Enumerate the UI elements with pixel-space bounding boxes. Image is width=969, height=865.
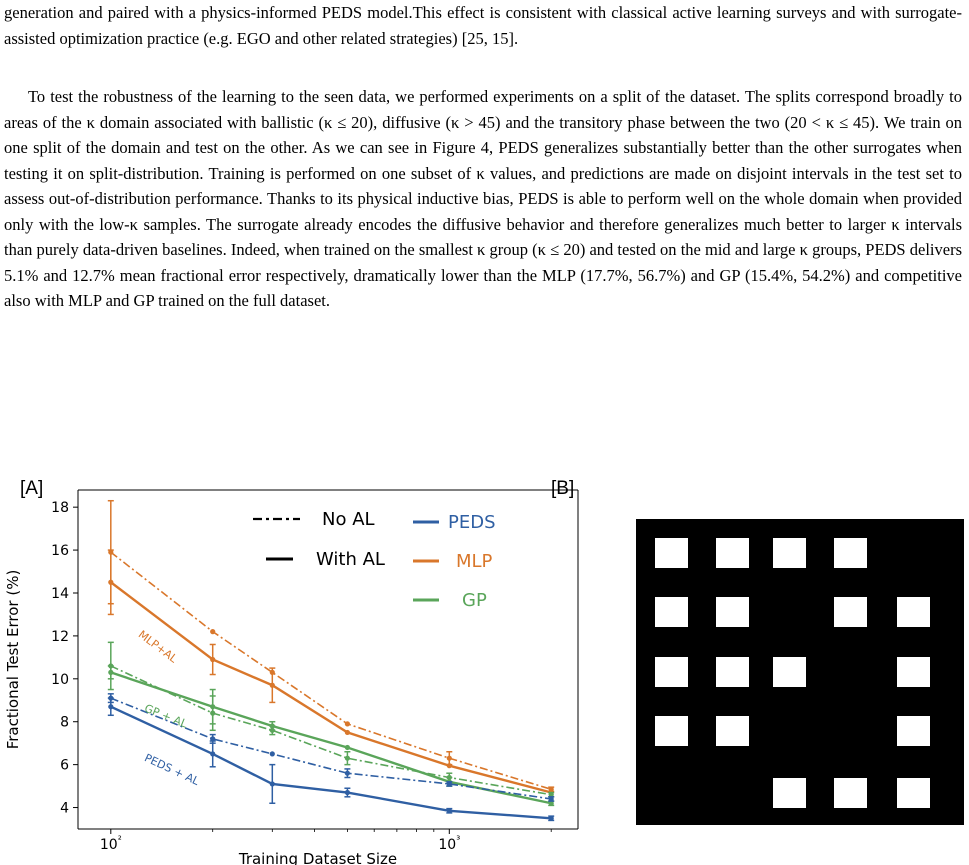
grid-cell [834, 538, 867, 568]
data-point-gp [548, 792, 554, 798]
x-axis-label: Training Dataset Size [238, 850, 397, 865]
legend-label-mlp: MLP [456, 551, 493, 572]
y-tick-label: 8 [60, 715, 69, 731]
grid-cell [773, 778, 806, 808]
grid-cell [773, 657, 806, 687]
grid-cell [716, 657, 749, 687]
data-point-mlp [210, 656, 216, 663]
annotation-gp: GP + AL [142, 702, 189, 731]
legend-label-gp: GP [462, 590, 487, 611]
data-point-peds [446, 781, 452, 787]
series-line-peds-with-al [110, 705, 552, 820]
grid-cell [655, 597, 688, 627]
panel-b-label: [B] [551, 478, 575, 499]
data-point-gp [269, 723, 275, 729]
grid-cell [834, 778, 867, 808]
x-tick-label: 10³ [438, 835, 460, 853]
y-tick-label: 12 [51, 629, 69, 645]
grid-cell [716, 716, 749, 746]
grid-cell [655, 538, 688, 568]
grid-cell [655, 716, 688, 746]
data-point-mlp [344, 729, 351, 736]
y-axis-label: Fractional Test Error (%) [4, 570, 22, 750]
legend-label-with-al: With AL [316, 549, 385, 570]
data-point-gp [548, 800, 554, 806]
legend-label-peds: PEDS [448, 512, 496, 533]
y-tick-label: 16 [51, 543, 69, 559]
series-line-mlp-no-al [110, 551, 552, 791]
series-line-mlp-with-al [110, 581, 552, 794]
grid-cell [773, 538, 806, 568]
y-tick-label: 4 [60, 801, 69, 817]
line-chart: 4 6 8 10 12 14 16 18 10² 10³ Training Dataset Size… [4, 489, 579, 865]
grid-cell [834, 597, 867, 627]
data-point-mlp [269, 682, 275, 688]
grid-cell [897, 716, 930, 746]
grid-cell [655, 657, 688, 687]
grid-cell [897, 657, 930, 687]
grid-cell [716, 597, 749, 627]
data-point-peds [210, 736, 216, 742]
legend-label-no-al: No AL [322, 509, 375, 530]
data-point-peds [269, 781, 275, 787]
data-point-gp [210, 704, 216, 710]
panel-a-label: [A] [20, 478, 44, 499]
data-point-gp [344, 755, 351, 761]
y-tick-label: 18 [51, 500, 69, 516]
series-line-gp-with-al [110, 671, 552, 805]
data-point-mlp [108, 579, 114, 585]
data-point-mlp [344, 721, 351, 727]
y-tick-label: 6 [60, 758, 69, 774]
data-point-peds [210, 751, 216, 757]
data-point-peds [548, 796, 554, 802]
data-point-mlp [446, 755, 452, 761]
x-tick-label: 10² [100, 835, 122, 853]
series-line-peds-no-al [110, 697, 552, 800]
paragraph-2: To test the robustness of the learning t… [4, 87, 962, 310]
y-tick-label: 14 [51, 586, 69, 602]
grid-cell [897, 597, 930, 627]
data-point-peds [446, 808, 452, 814]
paragraph-1: generation and paired with a physics-inf… [4, 3, 962, 48]
data-point-peds [344, 789, 351, 796]
y-tick-label: 10 [51, 672, 69, 688]
data-point-gp [108, 669, 114, 675]
data-point-peds [344, 770, 351, 776]
data-point-gp [344, 744, 351, 751]
binary-grid-panel [636, 519, 964, 825]
data-point-mlp [446, 763, 452, 769]
grid-cell [897, 778, 930, 808]
series-line-gp-no-al [110, 665, 552, 796]
data-point-mlp [210, 629, 216, 635]
data-point-peds [108, 704, 114, 710]
annotation-peds: PEDS + AL [142, 751, 202, 788]
data-point-peds [269, 751, 275, 757]
annotation-mlp: MLP+AL [136, 628, 181, 666]
data-point-peds [548, 815, 554, 821]
grid-cell [716, 538, 749, 568]
